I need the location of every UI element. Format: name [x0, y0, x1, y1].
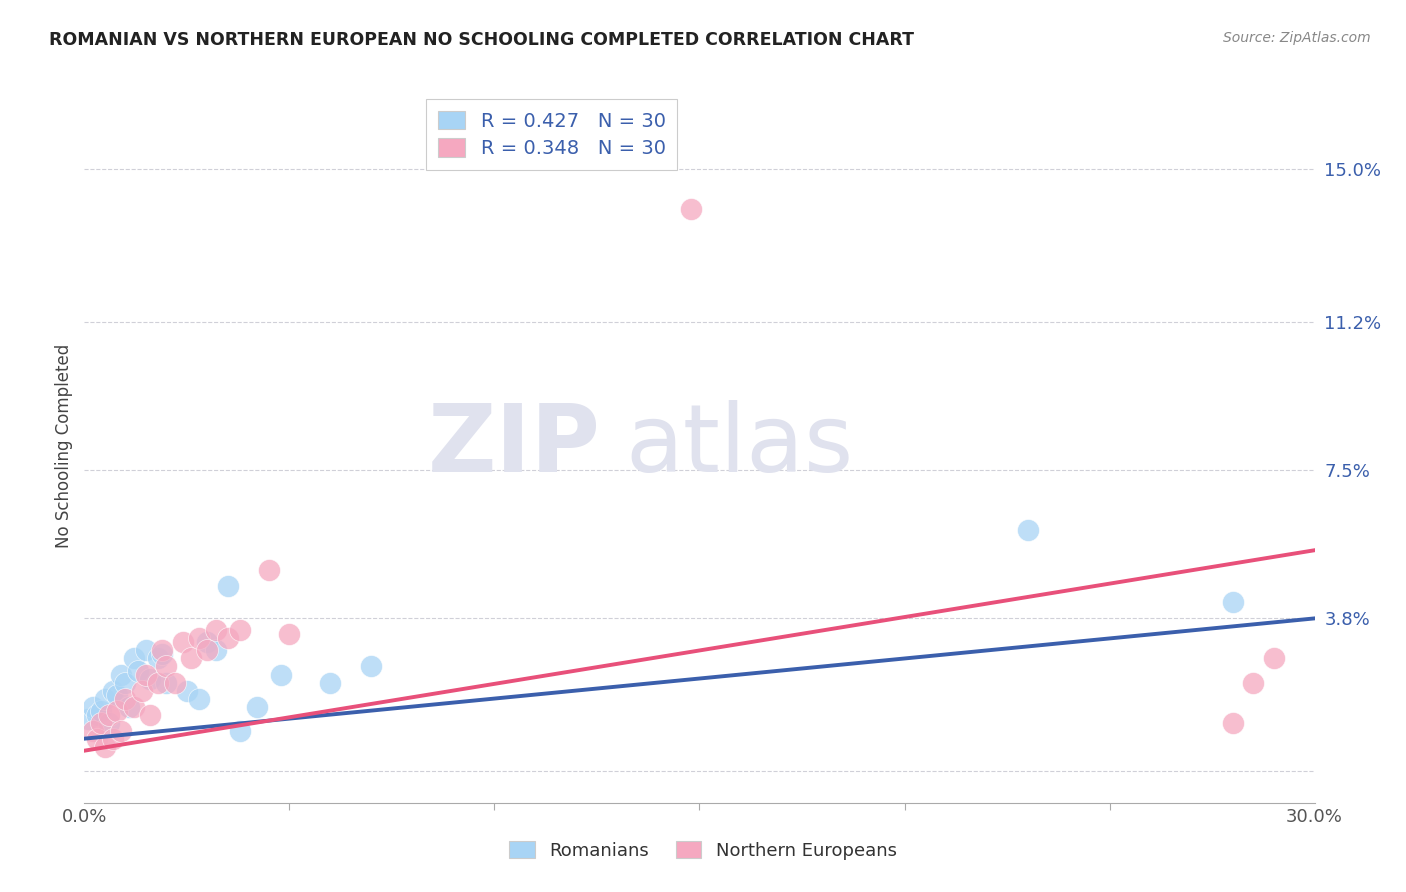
Point [278, 627, 301, 641]
Point [135, 643, 157, 657]
Point [217, 579, 239, 593]
Point [90, 704, 112, 718]
Point [163, 675, 186, 690]
Point [197, 635, 219, 649]
Point [127, 664, 149, 678]
Point [135, 667, 157, 681]
Point [86, 731, 108, 746]
Point [229, 624, 252, 638]
Point [105, 704, 128, 718]
Point [82, 699, 104, 714]
Point [82, 723, 104, 738]
Point [270, 667, 292, 681]
Point [1241, 675, 1264, 690]
Point [77, 712, 100, 726]
Point [155, 659, 177, 673]
Point [217, 632, 239, 646]
Point [360, 659, 382, 673]
Text: ROMANIAN VS NORTHERN EUROPEAN NO SCHOOLING COMPLETED CORRELATION CHART: ROMANIAN VS NORTHERN EUROPEAN NO SCHOOLI… [49, 31, 914, 49]
Point [101, 731, 124, 746]
Point [110, 667, 132, 681]
Point [98, 707, 120, 722]
Point [139, 707, 162, 722]
Point [131, 683, 153, 698]
Point [139, 672, 162, 686]
Point [229, 723, 252, 738]
Text: ZIP: ZIP [429, 400, 602, 492]
Point [94, 739, 117, 754]
Point [155, 675, 177, 690]
Point [118, 699, 141, 714]
Point [319, 675, 342, 690]
Point [197, 643, 219, 657]
Legend: R = 0.427   N = 30, R = 0.348   N = 30: R = 0.427 N = 30, R = 0.348 N = 30 [426, 99, 678, 169]
Point [148, 651, 170, 665]
Point [204, 643, 226, 657]
Point [172, 635, 194, 649]
Point [681, 202, 703, 217]
Point [86, 707, 108, 722]
Point [122, 699, 145, 714]
Point [180, 651, 202, 665]
Y-axis label: No Schooling Completed: No Schooling Completed [55, 344, 73, 548]
Point [114, 691, 136, 706]
Point [150, 643, 173, 657]
Point [1263, 651, 1285, 665]
Point [1017, 523, 1039, 537]
Text: Source: ZipAtlas.com: Source: ZipAtlas.com [1223, 31, 1371, 45]
Point [150, 648, 173, 662]
Point [188, 632, 211, 646]
Point [122, 651, 145, 665]
Text: atlas: atlas [626, 400, 853, 492]
Point [148, 675, 170, 690]
Point [246, 699, 269, 714]
Point [101, 683, 124, 698]
Point [98, 715, 120, 730]
Point [1222, 715, 1244, 730]
Point [1222, 595, 1244, 609]
Point [114, 675, 136, 690]
Point [204, 624, 226, 638]
Point [90, 715, 112, 730]
Point [105, 688, 128, 702]
Point [110, 723, 132, 738]
Point [176, 683, 198, 698]
Point [94, 691, 117, 706]
Point [257, 563, 280, 577]
Point [188, 691, 211, 706]
Legend: Romanians, Northern Europeans: Romanians, Northern Europeans [502, 834, 904, 867]
